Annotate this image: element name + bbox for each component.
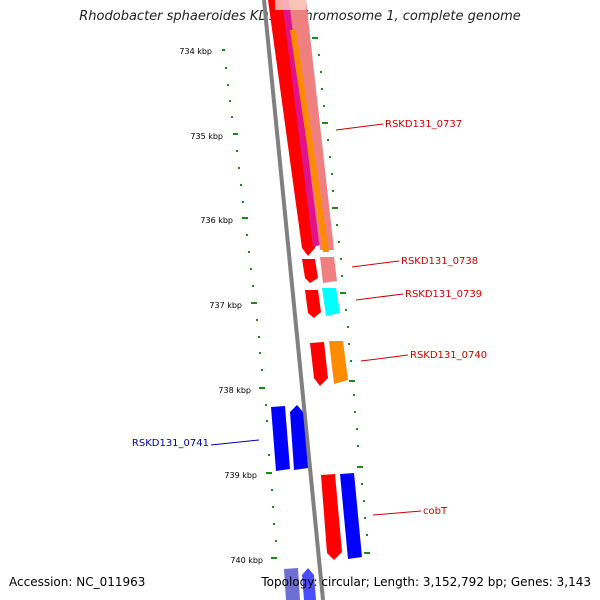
forward-gene-arrow xyxy=(321,474,342,560)
forward-gene-arrow xyxy=(268,0,315,256)
cyan-gene-bar xyxy=(322,288,340,316)
leader-line-cobT xyxy=(372,510,422,516)
pink-gene-bar xyxy=(320,257,337,283)
gene-label-RSKD131_0738[interactable]: RSKD131_0738 xyxy=(401,256,478,267)
tick-label: 738 kbp xyxy=(218,386,251,395)
orange-gene-bar xyxy=(329,341,348,384)
gene-RSKD131_0741[interactable] xyxy=(271,405,308,471)
reverse-gene-bar xyxy=(340,473,362,559)
forward-gene-arrow xyxy=(310,342,328,386)
gene-label-RSKD131_0740[interactable]: RSKD131_0740 xyxy=(410,350,487,361)
tick-label: 739 kbp xyxy=(224,471,257,480)
tick-label: 740 kbp xyxy=(230,556,263,565)
gene-label-RSKD131_0737[interactable]: RSKD131_0737 xyxy=(385,119,462,130)
accession-text: Accession: NC_011963 xyxy=(9,575,146,589)
tick-label: 734 kbp xyxy=(179,47,212,56)
leader-line-RSKD131_0737 xyxy=(335,123,384,131)
tick-label: 737 kbp xyxy=(209,301,242,310)
reverse-gene-arrow xyxy=(302,568,316,600)
gene-RSKD131_0740[interactable] xyxy=(310,341,348,386)
left-ruler xyxy=(222,49,277,559)
reverse-gene-bar xyxy=(271,406,290,471)
reverse-gene-bar xyxy=(284,568,300,600)
gene-label-RSKD131_0739[interactable]: RSKD131_0739 xyxy=(405,289,482,300)
topology-text: Topology: circular; Length: 3,152,792 bp… xyxy=(261,575,591,589)
forward-gene-arrow xyxy=(305,290,321,318)
tick-label: 735 kbp xyxy=(190,132,223,141)
leader-line-RSKD131_0739 xyxy=(355,293,404,301)
orange-gene-bar xyxy=(290,30,329,252)
forward-gene-arrow xyxy=(302,259,318,283)
gene-partial-bottom[interactable] xyxy=(284,568,316,600)
gene-overlay xyxy=(275,0,306,10)
leader-line-RSKD131_0741 xyxy=(210,439,260,446)
chromosome-backbone xyxy=(262,0,325,600)
gene-label-RSKD131_0741[interactable]: RSKD131_0741 xyxy=(132,438,209,449)
gene-RSKD131_0738[interactable] xyxy=(302,257,337,283)
right-ruler xyxy=(312,37,370,554)
gene-label-cobT[interactable]: cobT xyxy=(423,506,448,517)
tick-label: 736 kbp xyxy=(200,216,233,225)
leader-line-RSKD131_0740 xyxy=(360,354,409,362)
gene-RSKD131_0739[interactable] xyxy=(305,288,340,318)
leader-line-RSKD131_0738 xyxy=(351,260,400,268)
gene-cobT[interactable] xyxy=(321,473,362,560)
magenta-gene-bar xyxy=(282,0,320,247)
reverse-gene-arrow xyxy=(290,405,308,470)
gene-RSKD131_0737[interactable] xyxy=(268,0,334,256)
